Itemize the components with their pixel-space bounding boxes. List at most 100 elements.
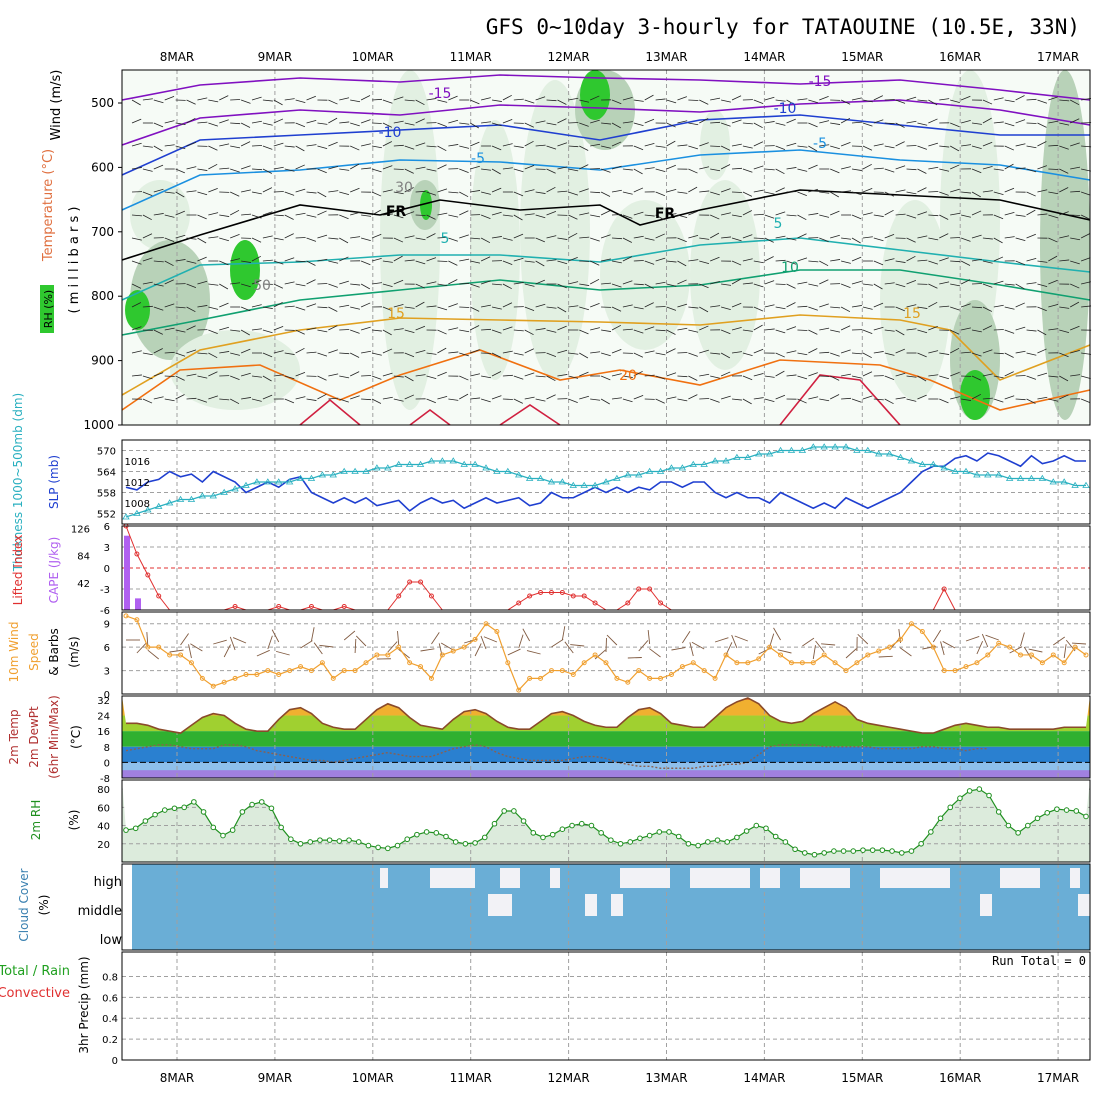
wind-barb <box>1059 375 1069 382</box>
wind-barb <box>524 122 534 128</box>
wind-barb <box>633 235 644 239</box>
wind-barb <box>262 235 273 239</box>
wind-barb <box>808 188 819 193</box>
wind10-barb <box>681 631 691 644</box>
wind-barb <box>960 120 971 124</box>
wind-barb <box>404 306 415 309</box>
wind-barb <box>666 348 676 354</box>
wind-barb <box>840 142 851 147</box>
wind-barb <box>677 120 688 124</box>
wind-tick: 3 <box>104 667 110 678</box>
date-label-bottom: 10MAR <box>352 1071 394 1085</box>
wind-barb <box>895 329 905 336</box>
rh-point <box>142 818 149 824</box>
wind-barb <box>688 259 699 262</box>
wind-barb <box>404 394 415 400</box>
wind-barb <box>197 305 208 308</box>
wind-barb <box>830 352 840 357</box>
wind-barb <box>317 168 327 174</box>
wind-barb <box>928 118 938 124</box>
wind-barb <box>928 326 938 331</box>
wind-barb <box>841 190 852 193</box>
rh-point <box>239 809 246 815</box>
wind-barb <box>459 234 469 239</box>
wind-speed-point <box>712 675 718 681</box>
wind-barb <box>273 237 284 241</box>
wind-barb <box>731 398 742 401</box>
wind-barb <box>721 236 732 239</box>
wind-barb <box>273 350 284 354</box>
lifted-index-point <box>407 579 413 585</box>
thickness-marker <box>918 460 927 467</box>
wind-barb <box>361 214 372 217</box>
wind-barb <box>666 164 676 170</box>
wind-barb <box>142 168 153 172</box>
wind-barb <box>535 237 545 243</box>
rh-point <box>617 840 624 847</box>
wind-barb <box>862 329 873 334</box>
lifted-index-point <box>134 551 140 557</box>
wind-barb <box>197 168 208 171</box>
wind-barb <box>720 122 731 127</box>
wind-barb <box>611 306 622 312</box>
thickness-marker <box>547 478 556 485</box>
wind-barb <box>644 237 655 241</box>
wind-barb <box>459 122 470 125</box>
wind10-barb <box>526 650 541 655</box>
thickness-marker <box>896 453 905 460</box>
wind-barb <box>197 121 208 124</box>
rh-point <box>685 840 692 847</box>
wind-barb <box>808 396 819 400</box>
thickness-marker <box>700 460 708 467</box>
wind-barb <box>764 398 775 402</box>
rh-point <box>957 795 963 802</box>
wind-barb <box>404 259 415 262</box>
wind-barb <box>426 233 436 239</box>
wind-barb <box>710 97 721 101</box>
wind-barb <box>339 214 349 220</box>
wind-barb <box>579 329 589 335</box>
contour-label: 50 <box>253 278 271 294</box>
wind-barb <box>699 166 710 170</box>
wind-barb <box>775 235 786 239</box>
wind-barb <box>164 260 174 267</box>
wind-barb <box>600 234 611 239</box>
wind-barb <box>939 168 950 172</box>
wind-barb <box>1015 398 1026 401</box>
wind-barb <box>568 257 578 262</box>
wind-barb <box>175 191 185 198</box>
wind-barb <box>284 375 295 380</box>
wind-barb <box>251 145 263 147</box>
thickness-tick: 564 <box>97 468 116 479</box>
wind-barb <box>819 214 830 218</box>
cloud-level-label: high <box>94 875 122 890</box>
wind-barb <box>230 352 240 356</box>
lifted-index-point <box>570 593 576 599</box>
wind-barb <box>622 375 633 378</box>
wind-barb <box>568 305 579 308</box>
wind-barb <box>306 144 317 147</box>
slp-tick: 1008 <box>125 499 150 510</box>
wind-barb <box>546 375 556 382</box>
wind-axis-label: & Barbs <box>47 628 61 676</box>
wind-speed-point <box>799 660 805 666</box>
wind-barb <box>557 99 567 105</box>
wind-barb <box>851 398 862 403</box>
wind-barb <box>939 352 950 355</box>
wind-barb <box>971 329 982 333</box>
wind-speed-point <box>592 652 598 658</box>
wind-barb <box>688 306 699 309</box>
wind-barb <box>306 279 316 285</box>
wind-barb <box>993 304 1004 308</box>
wind-barb <box>339 375 350 379</box>
wind-barb <box>480 214 491 219</box>
rh-shade <box>420 190 432 220</box>
wind-barb <box>851 375 862 379</box>
wind-barb <box>579 122 589 127</box>
thickness-marker <box>1071 481 1079 488</box>
wind-barb <box>295 347 305 354</box>
wind-barb <box>164 303 175 308</box>
thickness-marker <box>340 467 348 474</box>
wind-barb <box>131 283 142 289</box>
wind-barb <box>829 191 840 198</box>
